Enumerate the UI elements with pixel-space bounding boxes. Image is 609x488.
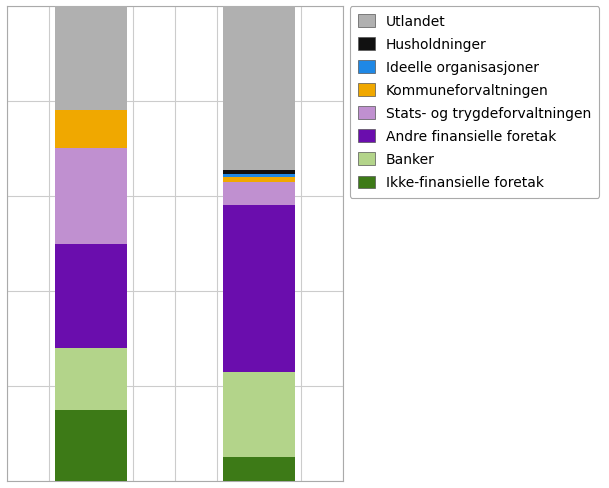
Bar bbox=[55, 111, 127, 149]
Bar bbox=[55, 149, 127, 244]
Bar bbox=[224, 457, 295, 481]
Bar bbox=[224, 170, 295, 174]
Bar bbox=[224, 174, 295, 178]
Bar bbox=[55, 244, 127, 348]
Bar bbox=[224, 183, 295, 206]
Bar bbox=[224, 178, 295, 183]
Bar bbox=[55, 348, 127, 410]
Bar bbox=[224, 7, 295, 170]
Bar bbox=[224, 206, 295, 372]
Bar bbox=[55, 410, 127, 481]
Bar bbox=[224, 372, 295, 457]
Legend: Utlandet, Husholdninger, Ideelle organisasjoner, Kommuneforvaltningen, Stats- og: Utlandet, Husholdninger, Ideelle organis… bbox=[350, 7, 599, 199]
Bar bbox=[55, 7, 127, 111]
